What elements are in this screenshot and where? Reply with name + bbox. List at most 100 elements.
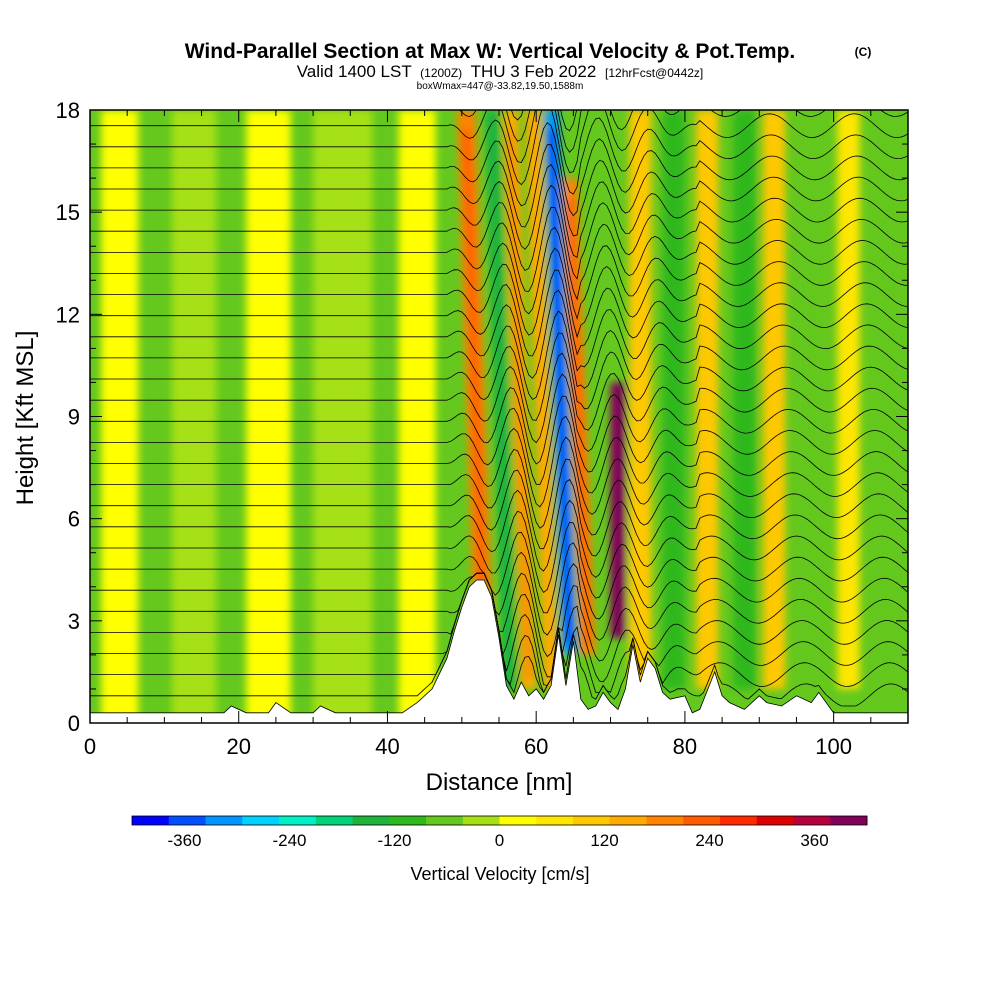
isentrope-line [90, 332, 908, 421]
velocity-band [662, 110, 685, 689]
x-tick-label: 100 [815, 734, 852, 759]
colorbar-segment [242, 816, 280, 825]
colorbar-tick-label: 360 [800, 831, 828, 850]
isentrope-line [90, 144, 908, 237]
isentrope-line [90, 542, 908, 636]
velocity-band [874, 110, 897, 689]
velocity-band [696, 110, 719, 689]
velocity-band [733, 110, 756, 689]
colorbar-segment [132, 816, 170, 825]
isentrope-line [90, 458, 908, 550]
isentrope-line [90, 110, 908, 173]
colorbar-segment [683, 816, 721, 825]
isentrope-line [90, 289, 908, 379]
colorbar-segment [205, 816, 243, 825]
isentrope-line [90, 563, 908, 658]
velocity-band [525, 110, 559, 689]
isentrope-line [90, 521, 908, 614]
box-info: boxWmax=447@-33.82,19.50,1588m [417, 81, 584, 92]
isentrope-line [90, 373, 908, 465]
velocity-band [837, 110, 860, 689]
colorbar-segment [793, 816, 831, 825]
colorbar-segment [352, 816, 390, 825]
colorbar-segment [499, 816, 537, 825]
colorbar-tick-label: 120 [590, 831, 618, 850]
colorbar-tick-label: 0 [495, 831, 504, 850]
colorbar-tick-label: 240 [695, 831, 723, 850]
colorbar-label: Vertical Velocity [cm/s] [410, 864, 589, 884]
colorbar-tick-label: -120 [377, 831, 411, 850]
velocity-band [398, 110, 436, 723]
colorbar-segment [536, 816, 574, 825]
x-tick-label: 60 [524, 734, 548, 759]
velocity-band [246, 110, 291, 723]
colorbar-segment [462, 816, 500, 825]
isentrope-line [90, 269, 908, 357]
x-axis-label: Distance [nm] [426, 769, 573, 796]
y-tick-label: 18 [56, 98, 80, 123]
colorbar-segment [609, 816, 647, 825]
isentrope-line [90, 122, 908, 217]
valid-date: THU 3 Feb 2022 [471, 62, 597, 81]
valid-time-line: Valid 1400 LST (1200Z) THU 3 Feb 2022 [1… [297, 62, 704, 81]
velocity-core [567, 198, 592, 645]
velocity-band [101, 110, 139, 723]
isentrope-line [90, 395, 908, 486]
y-tick-label: 9 [68, 405, 80, 430]
y-tick-label: 0 [68, 711, 80, 736]
isentrope-line [90, 310, 908, 401]
valid-prefix: Valid 1400 LST [297, 62, 412, 81]
isentrope-line [90, 415, 908, 508]
isentrope-line [90, 226, 908, 320]
velocity-band [629, 110, 652, 689]
valid-utc: (1200Z) [420, 66, 462, 80]
copyright-mark: (C) [855, 45, 872, 59]
colorbar-segment [573, 816, 611, 825]
velocity-band [800, 110, 823, 689]
x-tick-label: 40 [375, 734, 399, 759]
colorbar-segment [756, 816, 794, 825]
velocity-band [313, 110, 373, 723]
y-tick-label: 3 [68, 609, 80, 634]
isentropes [90, 110, 908, 707]
colorbar-tick-label: -360 [167, 831, 201, 850]
colorbar-segment [646, 816, 684, 825]
isentrope-line [90, 184, 908, 280]
y-tick-label: 6 [68, 507, 80, 532]
x-tick-label: 80 [673, 734, 697, 759]
terrain [89, 579, 909, 724]
isentrope-line [90, 110, 908, 195]
forecast-info: [12hrFcst@0442z] [605, 66, 703, 80]
isentrope-line [90, 499, 908, 593]
y-axis: 0 3 6 9 12 15 18 [56, 98, 908, 736]
y-tick-label: 12 [56, 302, 80, 327]
y-tick-label: 15 [56, 200, 80, 225]
velocity-band [484, 110, 518, 689]
velocity-band [171, 110, 217, 723]
colorbar-tick-label: -240 [272, 831, 306, 850]
isentrope-line [90, 478, 908, 572]
velocity-core [548, 130, 573, 645]
colorbar-segment [720, 816, 758, 825]
chart-title: Wind-Parallel Section at Max W: Vertical… [185, 40, 796, 63]
colorbar-frame [131, 815, 868, 826]
colorbar: -360 -240 -120 0 120 240 360 [131, 815, 868, 850]
isentrope-line [90, 247, 908, 339]
colorbar-segment [389, 816, 427, 825]
y-axis-label: Height [Kft MSL] [12, 331, 39, 506]
velocity-core [615, 402, 621, 628]
colorbar-segment [830, 816, 868, 825]
velocity-field [101, 110, 897, 723]
isentrope-line [90, 436, 908, 529]
colorbar-segment [279, 816, 317, 825]
isentrope-line [90, 206, 908, 301]
colorbar-segment [168, 816, 206, 825]
colorbar-segment [426, 816, 464, 825]
x-axis: 0 20 40 60 80 100 [84, 110, 909, 759]
x-tick-label: 20 [226, 734, 250, 759]
x-tick-label: 0 [84, 734, 96, 759]
isentrope-line [90, 164, 908, 259]
isentrope-line [90, 352, 908, 444]
colorbar-segment [315, 816, 353, 825]
